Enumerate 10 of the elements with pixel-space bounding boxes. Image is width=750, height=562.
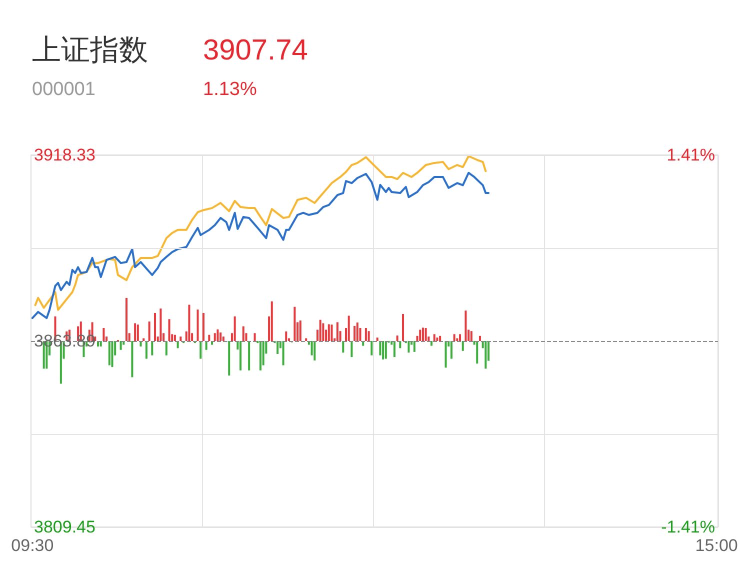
y-tick-label: 3809.45 <box>34 518 96 536</box>
x-tick-label: 15:00 <box>695 536 738 555</box>
y2-tick-label: -1.41% <box>661 518 715 536</box>
y2-tick-label: 1.41% <box>666 146 715 164</box>
text: 3907.74 <box>203 34 308 66</box>
text: 1.13% <box>203 79 257 100</box>
y-tick-label: 3918.33 <box>34 146 96 164</box>
chart-subtitle: 000001 <box>32 79 96 100</box>
x-tick-label: 09:30 <box>11 536 54 555</box>
chart-title: 上证指数 <box>32 34 148 66</box>
